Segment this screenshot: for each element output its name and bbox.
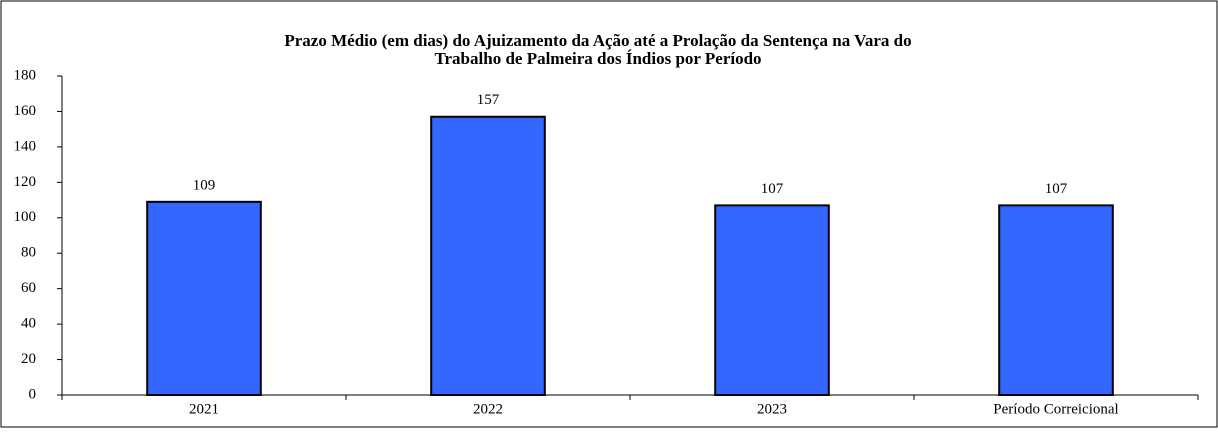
bar bbox=[998, 204, 1114, 396]
x-tick-label: Período Correicional bbox=[993, 401, 1118, 417]
y-tick-label: 120 bbox=[14, 174, 37, 190]
bar bbox=[146, 200, 262, 396]
y-tick-label: 60 bbox=[21, 280, 36, 296]
data-label: 107 bbox=[761, 181, 784, 197]
x-tick-label: 2021 bbox=[189, 401, 219, 417]
y-tick-label: 140 bbox=[14, 138, 37, 154]
y-tick-label: 0 bbox=[29, 386, 37, 402]
chart-title: Prazo Médio (em dias) do Ajuizamento da … bbox=[284, 31, 911, 68]
x-tick-label: 2023 bbox=[757, 401, 787, 417]
y-tick-label: 160 bbox=[14, 103, 37, 119]
bar bbox=[430, 115, 546, 396]
data-label: 157 bbox=[477, 92, 500, 108]
y-tick-label: 80 bbox=[21, 245, 36, 261]
data-label: 109 bbox=[193, 177, 216, 193]
y-tick-label: 20 bbox=[21, 351, 36, 367]
y-tick-label: 40 bbox=[21, 316, 36, 332]
bar bbox=[714, 204, 830, 396]
x-tick-label: 2022 bbox=[473, 401, 503, 417]
data-label: 107 bbox=[1045, 181, 1068, 197]
y-tick-label: 100 bbox=[14, 209, 37, 225]
y-tick-label: 180 bbox=[14, 67, 37, 83]
